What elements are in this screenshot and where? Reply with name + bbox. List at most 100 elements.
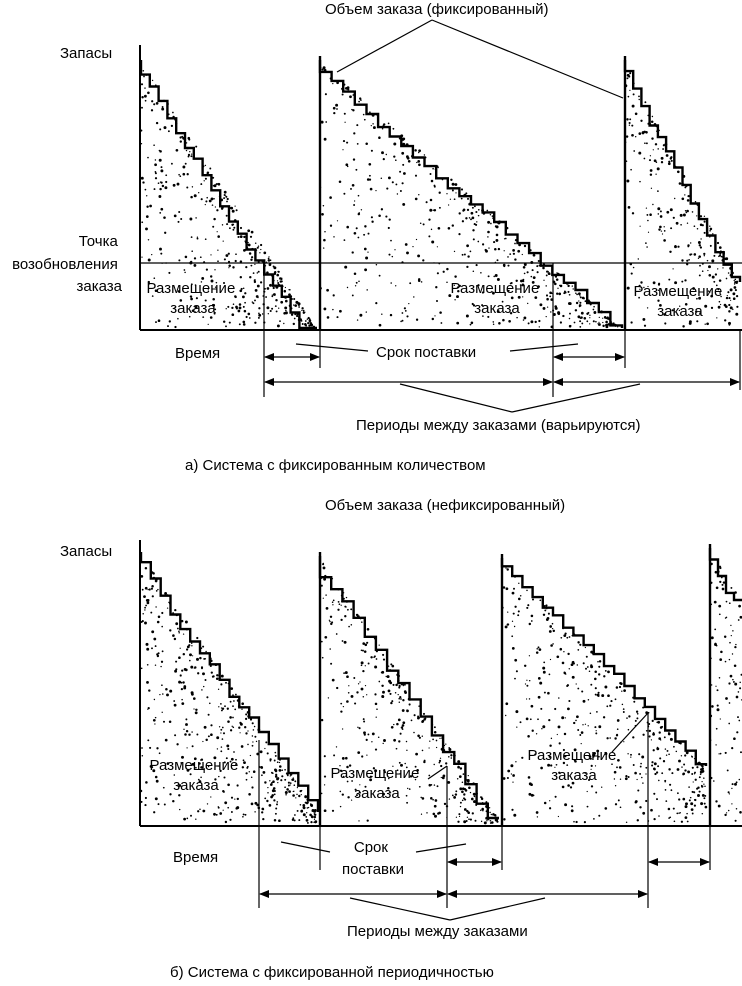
stipple-dot (209, 659, 213, 663)
stipple-dot (244, 726, 247, 729)
stipple-dot (273, 272, 277, 276)
stipple-dot (579, 301, 582, 304)
stipple-dot (698, 274, 701, 277)
stipple-dot (678, 759, 681, 763)
stipple-dot (226, 744, 230, 748)
stipple-dot (147, 708, 149, 710)
stipple-dot (224, 820, 228, 824)
stipple-dot (717, 268, 719, 270)
stipple-dot (710, 657, 712, 660)
stipple-dot (651, 764, 654, 767)
stipple-dot (344, 671, 348, 675)
stipple-dot (701, 262, 704, 265)
stipple-dot (614, 323, 617, 327)
stipple-dot (433, 763, 435, 766)
stipple-dot (552, 643, 554, 645)
stipple-dot (168, 720, 172, 723)
stipple-dot (686, 222, 689, 224)
panel-a-inventory-label: Запасы (60, 45, 112, 62)
stipple-dot (526, 684, 529, 687)
stipple-dot (660, 230, 663, 232)
stipple-dot (400, 763, 403, 767)
stipple-dot (140, 575, 144, 578)
stipple-dot (660, 161, 664, 164)
stipple-dot (727, 809, 730, 812)
stipple-dot (648, 729, 651, 733)
stipple-dot (306, 801, 309, 804)
stipple-dot (430, 228, 433, 231)
stipple-dot (164, 591, 168, 595)
stipple-dot (571, 781, 575, 785)
stipple-dot (445, 743, 447, 745)
stipple-dot (595, 791, 598, 794)
stipple-dot (629, 262, 633, 266)
stipple-dot (232, 228, 235, 231)
stipple-dot (725, 600, 728, 603)
stipple-dot (210, 197, 214, 201)
stipple-dot (715, 644, 718, 647)
stipple-dot (422, 259, 425, 262)
stipple-dot (592, 753, 596, 757)
stipple-dot (154, 289, 158, 292)
stipple-dot (680, 755, 683, 757)
stipple-dot (704, 323, 706, 325)
stipple-dot (734, 645, 737, 649)
stipple-dot (530, 793, 534, 797)
stipple-dot (587, 778, 591, 782)
stipple-dot (703, 252, 706, 256)
stipple-dot (198, 762, 201, 765)
stipple-dot (582, 296, 585, 300)
stipple-dot (222, 809, 224, 811)
stipple-dot (259, 243, 263, 247)
stipple-dot (371, 741, 373, 743)
stipple-dot (582, 724, 584, 726)
stipple-dot (180, 687, 184, 691)
stipple-dot (715, 727, 718, 730)
stipple-dot (480, 820, 483, 823)
stipple-dot (237, 235, 240, 239)
stipple-dot (465, 314, 469, 318)
stipple-dot (557, 815, 560, 818)
stipple-dot (431, 724, 434, 726)
stipple-dot (683, 763, 686, 766)
stipple-dot (416, 768, 419, 772)
stipple-dot (578, 304, 582, 307)
stipple-dot (236, 806, 240, 810)
stipple-dot (372, 767, 376, 770)
stipple-dot (514, 677, 516, 680)
stipple-dot (284, 306, 288, 310)
stipple-dot (225, 195, 228, 198)
stipple-dot (295, 301, 298, 304)
stipple-dot (217, 182, 221, 186)
stipple-dot (363, 247, 367, 251)
stipple-dot (356, 691, 359, 694)
stipple-dot (734, 278, 737, 281)
stipple-dot (338, 603, 341, 606)
stipple-dot (434, 814, 437, 818)
stipple-dot (173, 703, 177, 707)
stipple-dot (537, 285, 540, 288)
stipple-dot (204, 299, 207, 302)
stipple-dot (147, 280, 150, 284)
stipple-dot (460, 197, 463, 200)
stipple-dot (509, 312, 513, 315)
stipple-dot (226, 200, 228, 203)
stipple-dot (698, 790, 701, 793)
stipple-dot (511, 647, 515, 650)
stipple-dot (488, 247, 490, 249)
stipple-dot (437, 226, 441, 230)
stipple-dot (561, 716, 565, 720)
stipple-dot (161, 650, 164, 653)
stipple-dot (728, 682, 731, 685)
stipple-dot (567, 707, 570, 711)
stipple-dot (313, 815, 317, 819)
stipple-dot (545, 315, 547, 318)
stipple-dot (584, 646, 587, 649)
stipple-dot (548, 755, 551, 758)
stipple-dot (221, 726, 224, 729)
stipple-dot (590, 785, 594, 788)
stipple-dot (703, 777, 705, 779)
stipple-dot (202, 672, 205, 676)
stipple-dot (473, 205, 476, 208)
stipple-dot (712, 780, 715, 782)
